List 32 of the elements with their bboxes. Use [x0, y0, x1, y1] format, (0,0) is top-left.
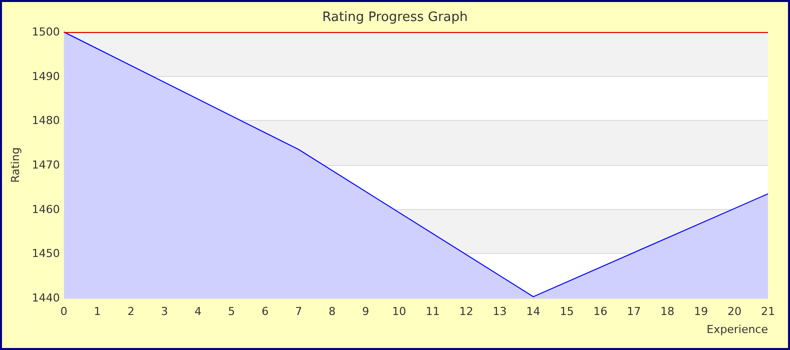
- x-tick-label: 18: [660, 305, 674, 318]
- x-tick-label: 3: [160, 305, 168, 318]
- y-tick-label: 1440: [32, 292, 60, 304]
- x-tick-label: 20: [727, 305, 742, 318]
- y-tick-label: 1500: [32, 26, 60, 38]
- y-tick-label: 1480: [32, 114, 60, 128]
- y-axis-title: Rating: [9, 147, 22, 183]
- x-tick-label: 21: [761, 305, 775, 318]
- x-tick-label: 10: [392, 305, 406, 318]
- x-tick-label: 6: [262, 305, 269, 318]
- x-axis-title: Experience: [706, 323, 768, 336]
- chart-title: Rating Progress Graph: [322, 10, 468, 25]
- x-tick-label: 14: [526, 305, 540, 318]
- x-tick-label: 4: [194, 305, 202, 318]
- x-tick-label: 17: [626, 305, 641, 318]
- x-tick-label: 5: [228, 305, 236, 318]
- y-tick-label: 1490: [32, 70, 60, 83]
- y-tick-label: 1460: [32, 202, 60, 216]
- x-tick-label: 1: [94, 305, 101, 318]
- x-tick-label: 2: [127, 305, 134, 318]
- x-tick-label: 11: [426, 305, 440, 318]
- x-tick-label: 9: [362, 305, 370, 318]
- x-tick-label: 19: [694, 305, 708, 318]
- y-tick-label: 1470: [32, 158, 60, 172]
- x-tick-label: 8: [328, 305, 336, 318]
- x-tick-label: 13: [492, 305, 507, 318]
- x-tick-label: 0: [60, 305, 68, 318]
- y-tick-label: 1450: [32, 247, 60, 260]
- x-tick-label: 7: [295, 305, 302, 318]
- x-tick-label: 15: [560, 305, 574, 318]
- x-tick-label: 16: [593, 305, 608, 318]
- x-tick-label: 12: [459, 305, 474, 318]
